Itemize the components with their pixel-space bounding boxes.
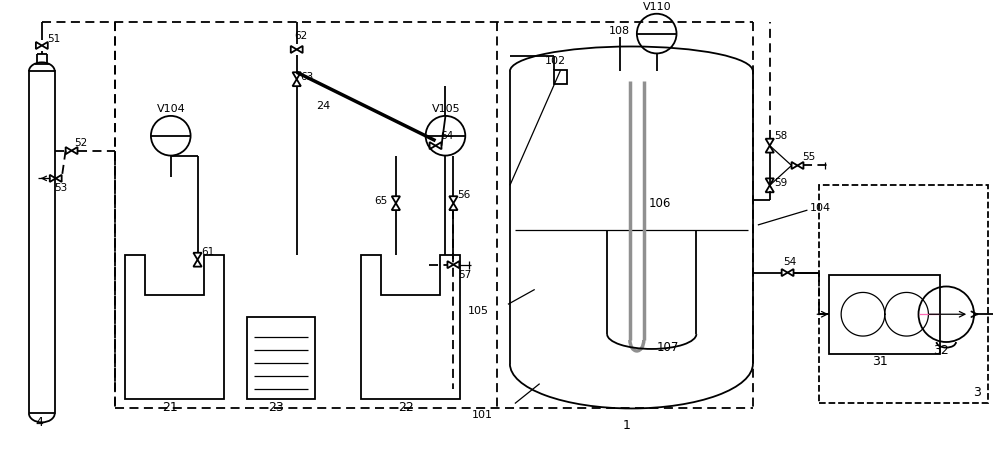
- Text: V104: V104: [157, 104, 186, 114]
- Text: 3: 3: [973, 386, 981, 399]
- Bar: [247, 317, 315, 399]
- Text: 101: 101: [472, 410, 493, 420]
- Text: 61: 61: [201, 247, 215, 257]
- Text: 106: 106: [649, 197, 671, 210]
- Text: 63: 63: [301, 72, 314, 82]
- Text: 31: 31: [872, 355, 888, 368]
- Text: 4: 4: [35, 416, 43, 429]
- Text: 59: 59: [774, 178, 787, 188]
- Text: 54: 54: [784, 257, 797, 267]
- Text: V110: V110: [643, 2, 671, 12]
- Text: 108: 108: [609, 25, 630, 36]
- Text: 22: 22: [398, 401, 414, 414]
- Text: 105: 105: [468, 306, 489, 316]
- Text: 102: 102: [545, 56, 566, 66]
- Text: 53: 53: [54, 183, 67, 193]
- Text: 52: 52: [75, 138, 88, 148]
- Text: 23: 23: [268, 401, 284, 414]
- Bar: [554, 70, 567, 84]
- Text: 62: 62: [295, 31, 308, 41]
- Text: 32: 32: [933, 344, 949, 357]
- Text: 107: 107: [656, 341, 679, 354]
- Text: 55: 55: [802, 151, 816, 162]
- Bar: [29, 71, 55, 413]
- Text: 24: 24: [317, 101, 331, 111]
- Text: 65: 65: [374, 196, 387, 206]
- Text: 64: 64: [440, 131, 454, 141]
- Text: V105: V105: [432, 104, 460, 114]
- Text: 56: 56: [457, 190, 471, 200]
- Bar: [829, 275, 940, 354]
- Text: 51: 51: [47, 33, 60, 44]
- Bar: [819, 185, 988, 403]
- Text: 21: 21: [162, 401, 178, 414]
- Text: 104: 104: [809, 203, 831, 213]
- Text: 57: 57: [458, 269, 472, 280]
- Text: 1: 1: [623, 419, 630, 432]
- Text: 58: 58: [774, 131, 787, 141]
